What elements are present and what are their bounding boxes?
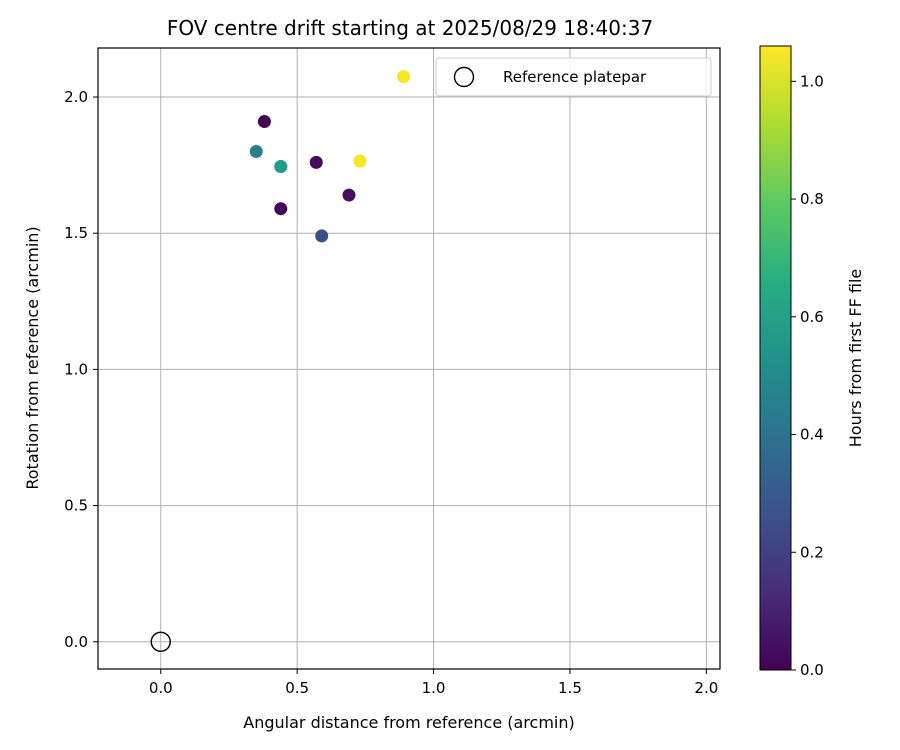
plot-frame <box>97 47 721 670</box>
reference-platepar-marker <box>150 631 171 652</box>
y-tick-label: 2.0 <box>64 88 88 106</box>
x-axis-ticks: 0.0 0.5 1.0 1.5 2.0 <box>149 669 718 697</box>
y-tick-label: 1.5 <box>64 224 88 242</box>
y-tick-label: 0.0 <box>64 633 88 651</box>
x-tick-label: 0.0 <box>149 679 173 697</box>
colorbar-tick-label: 0.4 <box>800 426 824 444</box>
data-point <box>342 188 356 202</box>
x-tick-label: 0.5 <box>285 679 309 697</box>
colorbar-tick-label: 0.2 <box>800 543 824 561</box>
grid <box>98 48 720 669</box>
data-point <box>315 229 329 243</box>
legend-entry-label: Reference platepar <box>503 68 647 86</box>
colorbar-tick-label: 1.0 <box>800 72 824 90</box>
colorbar-label: Hours from first FF file <box>846 269 865 448</box>
data-point <box>249 145 263 158</box>
x-tick-label: 1.5 <box>558 679 582 697</box>
data-point <box>309 155 323 169</box>
legend: Reference platepar <box>435 57 712 97</box>
colorbar-gradient <box>759 45 792 671</box>
x-tick-label: 2.0 <box>694 679 718 697</box>
reference-marker-group <box>150 631 171 652</box>
colorbar-tick-label: 0.8 <box>800 190 824 208</box>
y-axis-ticks: 0.0 0.5 1.0 1.5 2.0 <box>64 88 98 651</box>
x-axis-label: Angular distance from reference (arcmin) <box>243 713 574 732</box>
legend-box <box>435 57 712 97</box>
data-points <box>249 70 411 243</box>
colorbar-ticks: 0.0 0.2 0.4 0.6 0.8 1.0 <box>791 72 824 679</box>
y-tick-label: 1.0 <box>64 360 88 378</box>
chart-title: FOV centre drift starting at 2025/08/29 … <box>167 16 653 40</box>
y-tick-label: 0.5 <box>64 497 88 515</box>
colorbar-tick-label: 0.6 <box>800 308 824 326</box>
legend-reference-marker-icon <box>453 66 475 88</box>
data-point <box>274 159 288 173</box>
data-point <box>397 70 411 84</box>
data-point <box>353 154 367 168</box>
x-tick-label: 1.0 <box>422 679 446 697</box>
data-point <box>274 202 288 216</box>
colorbar-tick-label: 0.0 <box>800 661 824 679</box>
y-axis-label: Rotation from reference (arcmin) <box>23 226 42 489</box>
data-point <box>257 115 271 129</box>
colorbar: 0.0 0.2 0.4 0.6 0.8 1.0 Hours from first FF f… <box>759 45 865 679</box>
